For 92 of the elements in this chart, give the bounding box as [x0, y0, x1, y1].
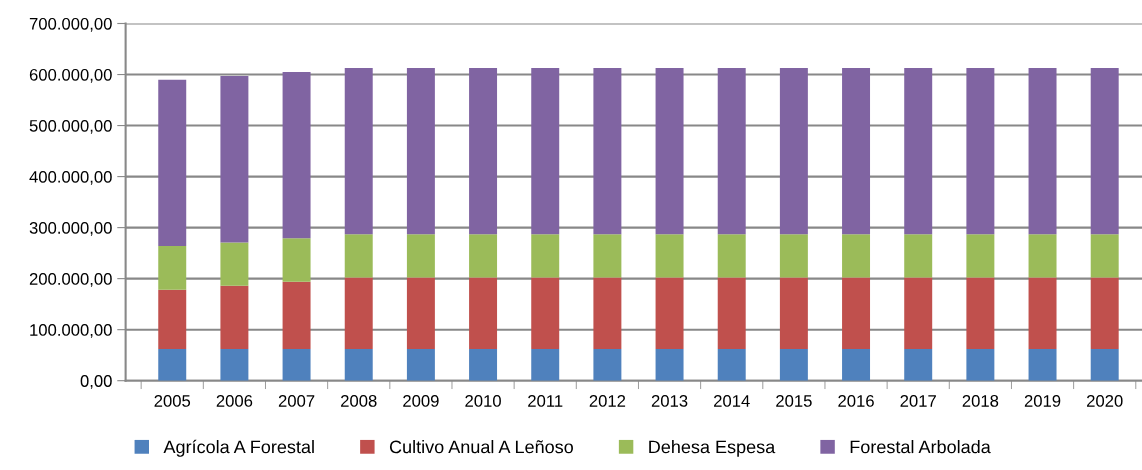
bar	[717, 277, 746, 350]
bar	[282, 349, 311, 381]
bar	[158, 245, 187, 290]
x-tick-label: 2005	[154, 395, 191, 407]
bar	[531, 67, 560, 235]
bar	[1090, 234, 1119, 278]
bar	[966, 277, 995, 350]
bar	[469, 234, 498, 278]
legend-label: Dehesa Espesa	[649, 440, 776, 457]
bar	[531, 277, 560, 350]
bar	[779, 349, 808, 381]
bar	[1090, 349, 1119, 381]
bar	[1028, 349, 1057, 381]
y-tick-label: 400.000,00	[29, 170, 112, 185]
bar	[1028, 67, 1057, 235]
y-tick-label: 300.000,00	[29, 222, 112, 236]
bar	[717, 234, 746, 278]
bar	[220, 242, 249, 286]
bar	[655, 349, 684, 381]
bar	[593, 67, 622, 235]
x-tick-label: 2009	[403, 395, 439, 407]
bar	[220, 285, 249, 350]
x-tick-label: 2008	[341, 395, 377, 407]
bar	[842, 277, 871, 350]
bar	[842, 349, 871, 381]
x-tick-label: 2020	[1087, 395, 1123, 407]
bar	[406, 67, 435, 235]
x-tick-label: 2012	[589, 395, 626, 407]
bar	[842, 234, 871, 278]
bar	[779, 277, 808, 350]
bar	[717, 67, 746, 235]
y-tick-label: 100.000,00	[30, 324, 112, 338]
bar	[593, 277, 622, 350]
bar	[966, 349, 995, 381]
x-tick-label: 2013	[651, 395, 688, 407]
bar	[282, 238, 311, 282]
x-tick-label: 2016	[838, 395, 874, 407]
bar	[593, 349, 622, 381]
bar	[220, 349, 249, 381]
bar	[344, 234, 373, 278]
bar	[966, 234, 995, 278]
legend-label: Agrícola A Forestal	[163, 439, 314, 457]
bar	[904, 349, 933, 381]
y-tick-label: 600.000,00	[29, 68, 112, 83]
bar	[344, 277, 373, 350]
bar	[469, 349, 498, 381]
legend-label: Forestal Arbolada	[850, 440, 991, 454]
bar	[220, 76, 249, 243]
x-tick-label: 2007	[278, 395, 315, 407]
x-tick-label: 2019	[1024, 395, 1061, 407]
x-tick-label: 2010	[465, 395, 501, 407]
bar	[282, 281, 311, 350]
bar	[904, 277, 933, 350]
bar	[842, 67, 871, 235]
bar	[406, 234, 435, 278]
legend-label: Cultivo Anual A Leñoso	[389, 440, 573, 454]
bar	[779, 234, 808, 278]
bar	[406, 349, 435, 381]
bar	[779, 67, 808, 235]
x-tick-label: 2014	[714, 395, 750, 407]
bar	[904, 67, 933, 235]
bar	[158, 79, 187, 246]
x-tick-label: 2017	[900, 395, 936, 407]
bar	[1028, 277, 1057, 350]
bar	[1090, 67, 1119, 235]
bar	[469, 67, 498, 235]
x-tick-label: 2006	[216, 395, 253, 407]
bar	[1028, 234, 1057, 278]
bar	[344, 67, 373, 235]
bar	[158, 349, 187, 381]
bar	[966, 67, 995, 235]
bar	[593, 234, 622, 278]
bar	[531, 234, 560, 278]
x-tick-label: 2018	[962, 395, 999, 407]
y-tick-label: 200.000,00	[29, 273, 112, 287]
bar	[158, 289, 187, 350]
bar	[406, 277, 435, 350]
bar	[655, 234, 684, 278]
bar	[655, 67, 684, 235]
bar	[469, 277, 498, 350]
bar	[344, 349, 373, 381]
bar	[717, 349, 746, 381]
bar	[904, 234, 933, 278]
bar	[282, 71, 311, 239]
bar	[1090, 277, 1119, 350]
x-tick-label: 2015	[776, 395, 812, 407]
bar	[655, 277, 684, 350]
bar	[531, 349, 560, 381]
x-tick-label: 2011	[528, 395, 563, 407]
y-tick-label: 0,00	[80, 375, 112, 389]
y-tick-label: 700.000,00	[29, 17, 112, 32]
y-tick-label: 500.000,00	[29, 119, 112, 134]
